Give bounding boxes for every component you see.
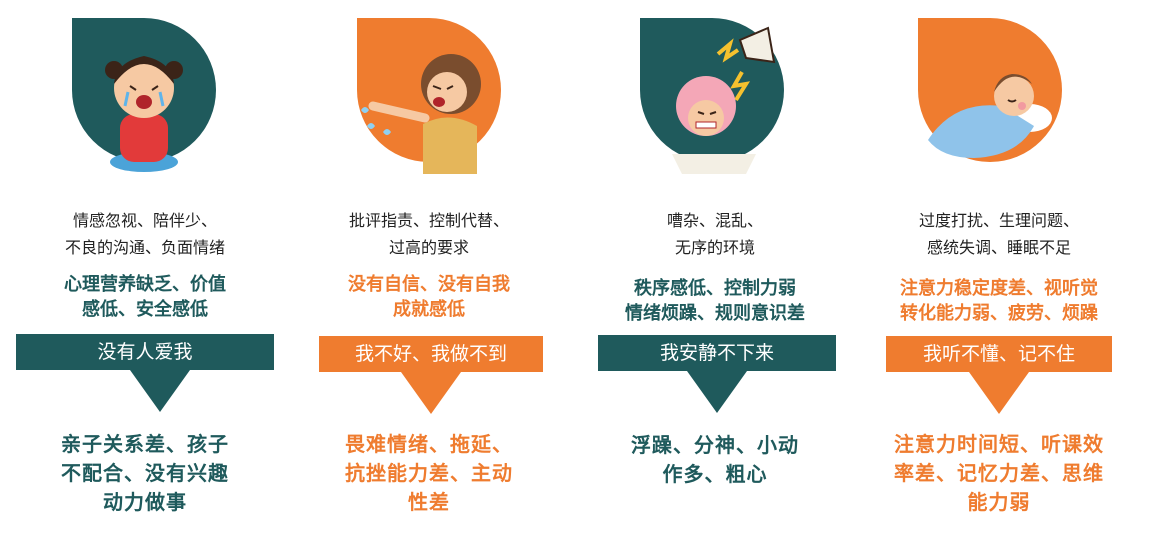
cause-line-1: 过度打扰、生理问题、 — [918, 211, 1079, 230]
effect-line-2: 转化能力弱、疲劳、烦躁 — [900, 303, 1098, 324]
result-line-1: 亲子关系差、孩子 — [61, 432, 229, 456]
cause-line-1: 批评指责、控制代替、 — [348, 211, 509, 230]
cause-text: 过度打扰、生理问题、 感统失调、睡眠不足 — [866, 207, 1132, 261]
column-3: 嘈杂、混乱、 无序的环境 秩序感低、控制力弱 情绪烦躁、规则意识差 我安静不下来… — [590, 0, 840, 535]
cause-line-2: 感统失调、睡眠不足 — [926, 238, 1071, 257]
result-line-1: 畏难情绪、拖延、 — [345, 432, 513, 456]
effect-text: 心理营养缺乏、价值 感低、安全感低 — [16, 272, 274, 322]
effect-line-2: 成就感低 — [393, 299, 465, 320]
cause-line-2: 过高的要求 — [388, 238, 469, 257]
effect-text: 秩序感低、控制力弱 情绪烦躁、规则意识差 — [590, 276, 840, 326]
noise-megaphone-icon — [672, 26, 776, 174]
illustration-drop — [914, 14, 1066, 182]
effect-line-1: 秩序感低、控制力弱 — [634, 278, 796, 299]
result-text: 亲子关系差、孩子 不配合、没有兴趣 动力做事 — [16, 430, 274, 517]
effect-line-2: 情绪烦躁、规则意识差 — [625, 303, 805, 324]
cause-line-1: 嘈杂、混乱、 — [666, 211, 763, 230]
result-line-2: 抗挫能力差、主动 — [345, 461, 513, 485]
down-arrow-icon — [687, 371, 747, 413]
result-line-3: 性差 — [408, 490, 450, 514]
down-arrow-icon — [969, 372, 1029, 414]
cause-line-2: 不良的沟通、负面情绪 — [64, 238, 225, 257]
result-text: 注意力时间短、听课效 率差、记忆力差、思维 能力弱 — [866, 430, 1132, 517]
cause-text: 批评指责、控制代替、 过高的要求 — [307, 207, 551, 261]
illustration-drop — [68, 14, 220, 182]
result-line-1: 注意力时间短、听课效 — [894, 432, 1104, 456]
down-arrow-icon — [401, 372, 461, 414]
effect-line-1: 没有自信、没有自我 — [348, 274, 510, 295]
result-line-2: 作多、粗心 — [662, 462, 768, 486]
sleeping-child-icon — [928, 74, 1052, 158]
column-4: 过度打扰、生理问题、 感统失调、睡眠不足 注意力稳定度差、视听觉 转化能力弱、疲… — [866, 0, 1132, 535]
column-1: 情感忽视、陪伴少、 不良的沟通、负面情绪 心理营养缺乏、价值 感低、安全感低 没… — [16, 0, 274, 535]
effect-line-1: 心理营养缺乏、价值 — [64, 274, 226, 295]
effect-line-2: 感低、安全感低 — [82, 299, 208, 320]
result-line-1: 浮躁、分神、小动 — [631, 433, 799, 457]
result-line-3: 动力做事 — [103, 490, 187, 514]
effect-line-1: 注意力稳定度差、视听觉 — [900, 278, 1098, 299]
result-text: 畏难情绪、拖延、 抗挫能力差、主动 性差 — [307, 430, 551, 517]
down-arrow-icon — [130, 370, 190, 412]
effect-text: 注意力稳定度差、视听觉 转化能力弱、疲劳、烦躁 — [866, 276, 1132, 326]
illustration-drop — [353, 14, 505, 182]
scolding-parent-icon — [361, 54, 481, 174]
result-text: 浮躁、分神、小动 作多、粗心 — [590, 431, 840, 489]
crying-girl-icon — [105, 56, 183, 172]
cause-line-2: 无序的环境 — [674, 238, 755, 257]
feeling-banner: 我安静不下来 — [598, 335, 836, 371]
feeling-banner: 我不好、我做不到 — [319, 336, 543, 372]
cause-line-1: 情感忽视、陪伴少、 — [72, 211, 217, 230]
cause-text: 情感忽视、陪伴少、 不良的沟通、负面情绪 — [16, 207, 274, 261]
effect-text: 没有自信、没有自我 成就感低 — [307, 272, 551, 322]
result-line-2: 率差、记忆力差、思维 — [894, 461, 1104, 485]
column-2: 批评指责、控制代替、 过高的要求 没有自信、没有自我 成就感低 我不好、我做不到… — [307, 0, 551, 535]
result-line-2: 不配合、没有兴趣 — [61, 461, 229, 485]
illustration-drop — [636, 14, 788, 182]
result-line-3: 能力弱 — [967, 490, 1031, 514]
cause-text: 嘈杂、混乱、 无序的环境 — [590, 207, 840, 261]
feeling-banner: 我听不懂、记不住 — [886, 336, 1112, 372]
feeling-banner: 没有人爱我 — [16, 334, 274, 370]
